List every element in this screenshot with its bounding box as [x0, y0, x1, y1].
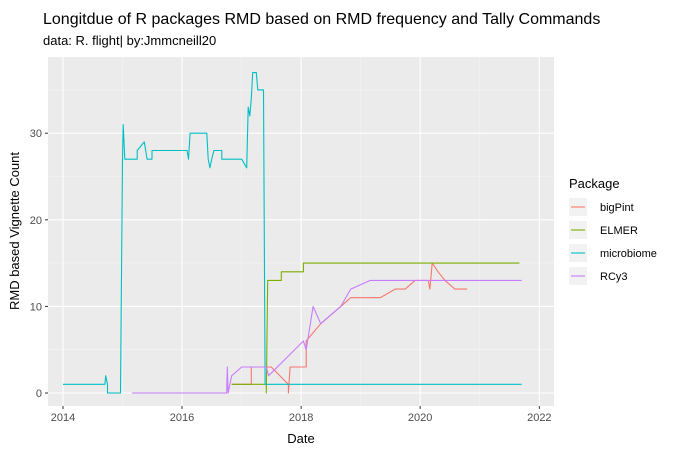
y-tick-label: 30: [30, 128, 42, 140]
x-axis: 2014 2016 2018 2020 2022: [51, 412, 552, 424]
series-line-rcy3: [132, 279, 522, 394]
series-line-elmer: [231, 262, 520, 394]
legend-label-bigpint: bigPint: [600, 202, 634, 214]
series-line-bigpint: [231, 262, 468, 394]
y-tick-label: 10: [30, 301, 42, 313]
legend: Package bigPint ELMER microbiome RCy3: [569, 176, 657, 285]
legend-title: Package: [569, 176, 620, 191]
legend-keys: [569, 198, 587, 285]
x-tick-label: 2018: [289, 412, 313, 424]
x-axis-title: Date: [287, 431, 314, 446]
x-tick-label: 2016: [170, 412, 194, 424]
chart-subtitle: data: R. flight| by:Jmmcneill20: [43, 33, 216, 48]
y-tick-label: 20: [30, 215, 42, 227]
chart-title: Longitdue of R packages RMD based on RMD…: [43, 11, 600, 28]
x-tick-label: 2022: [527, 412, 551, 424]
legend-label-rcy3: RCy3: [600, 271, 628, 283]
legend-label-elmer: ELMER: [600, 225, 638, 237]
x-tick-label: 2014: [51, 412, 75, 424]
y-tick-label: 0: [36, 388, 42, 400]
y-axis: 0 10 20 30: [30, 128, 42, 400]
legend-label-microbiome: microbiome: [600, 248, 657, 260]
series-line-microbiome: [63, 72, 522, 394]
x-tick-label: 2020: [408, 412, 432, 424]
y-axis-title: RMD based Vignette Count: [7, 152, 22, 310]
series-lines: [63, 72, 522, 394]
